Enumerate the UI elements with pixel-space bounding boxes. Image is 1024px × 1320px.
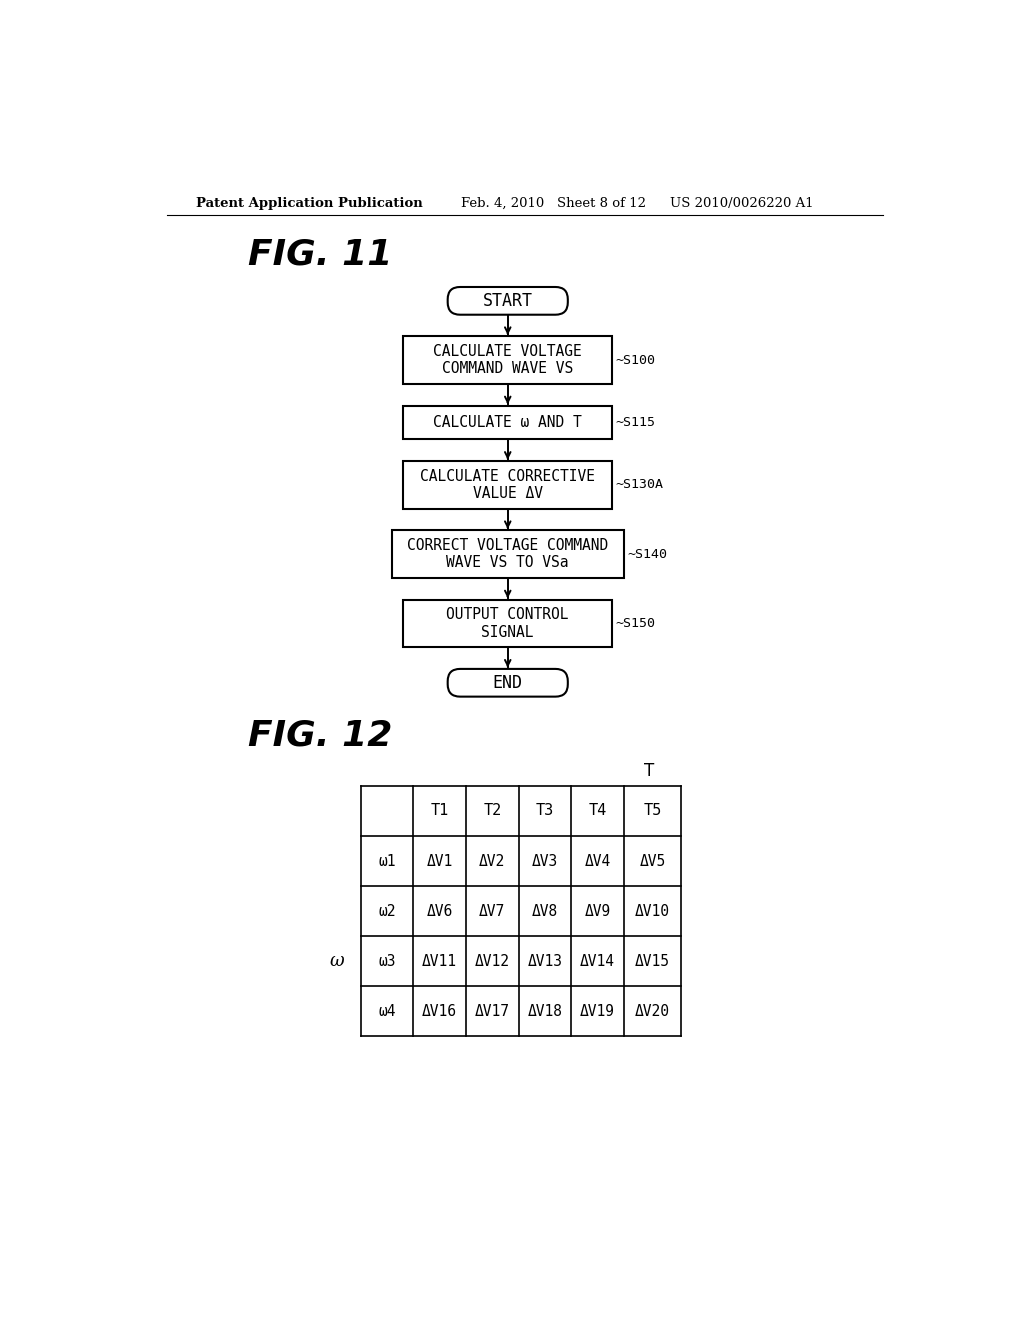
Text: CALCULATE CORRECTIVE
VALUE ΔV: CALCULATE CORRECTIVE VALUE ΔV [420, 469, 595, 502]
Text: T1: T1 [430, 804, 449, 818]
Bar [391, 531, 624, 578]
Text: ΔV5: ΔV5 [640, 854, 666, 869]
Text: ~S100: ~S100 [615, 354, 655, 367]
Text: T4: T4 [589, 804, 607, 818]
Text: ΔV9: ΔV9 [585, 904, 610, 919]
Bar [403, 461, 612, 508]
FancyBboxPatch shape [447, 669, 568, 697]
Text: ΔV4: ΔV4 [585, 854, 610, 869]
Text: ΔV16: ΔV16 [422, 1003, 457, 1019]
Text: ~S130A: ~S130A [615, 478, 664, 491]
Text: CALCULATE ω AND T: CALCULATE ω AND T [433, 414, 582, 430]
Text: T2: T2 [483, 804, 502, 818]
Text: US 2010/0026220 A1: US 2010/0026220 A1 [671, 197, 814, 210]
Text: Feb. 4, 2010   Sheet 8 of 12: Feb. 4, 2010 Sheet 8 of 12 [461, 197, 646, 210]
Text: CALCULATE VOLTAGE
COMMAND WAVE VS: CALCULATE VOLTAGE COMMAND WAVE VS [433, 345, 582, 376]
Text: ΔV13: ΔV13 [527, 953, 562, 969]
Text: ΔV10: ΔV10 [635, 904, 670, 919]
Text: T3: T3 [536, 804, 554, 818]
Text: ΔV3: ΔV3 [531, 854, 558, 869]
Text: ΔV15: ΔV15 [635, 953, 670, 969]
Text: ΔV11: ΔV11 [422, 953, 457, 969]
Text: ω4: ω4 [378, 1003, 395, 1019]
Text: ΔV8: ΔV8 [531, 904, 558, 919]
Text: ΔV7: ΔV7 [479, 904, 506, 919]
Text: ~S150: ~S150 [615, 616, 655, 630]
Text: ~S140: ~S140 [627, 548, 667, 561]
Text: T5: T5 [643, 804, 662, 818]
Text: T: T [644, 762, 654, 780]
Text: ΔV1: ΔV1 [426, 854, 453, 869]
Text: ΔV17: ΔV17 [475, 1003, 510, 1019]
Text: ω1: ω1 [378, 854, 395, 869]
Bar [403, 405, 612, 440]
Text: ΔV12: ΔV12 [475, 953, 510, 969]
Bar [403, 337, 612, 384]
Text: END: END [493, 673, 522, 692]
Bar [403, 599, 612, 647]
Text: CORRECT VOLTAGE COMMAND
WAVE VS TO VSa: CORRECT VOLTAGE COMMAND WAVE VS TO VSa [408, 539, 608, 570]
Text: FIG. 12: FIG. 12 [248, 719, 392, 752]
Text: OUTPUT CONTROL
SIGNAL: OUTPUT CONTROL SIGNAL [446, 607, 569, 640]
Text: Patent Application Publication: Patent Application Publication [197, 197, 423, 210]
Text: START: START [482, 292, 532, 310]
Text: ΔV18: ΔV18 [527, 1003, 562, 1019]
Text: ω: ω [330, 952, 344, 970]
Text: FIG. 11: FIG. 11 [248, 238, 392, 272]
Text: ΔV14: ΔV14 [581, 953, 615, 969]
Text: ω3: ω3 [378, 953, 395, 969]
Text: ΔV19: ΔV19 [581, 1003, 615, 1019]
Text: ~S115: ~S115 [615, 416, 655, 429]
FancyBboxPatch shape [447, 286, 568, 314]
Text: ΔV2: ΔV2 [479, 854, 506, 869]
Text: ω2: ω2 [378, 904, 395, 919]
Text: ΔV20: ΔV20 [635, 1003, 670, 1019]
Text: ΔV6: ΔV6 [426, 904, 453, 919]
